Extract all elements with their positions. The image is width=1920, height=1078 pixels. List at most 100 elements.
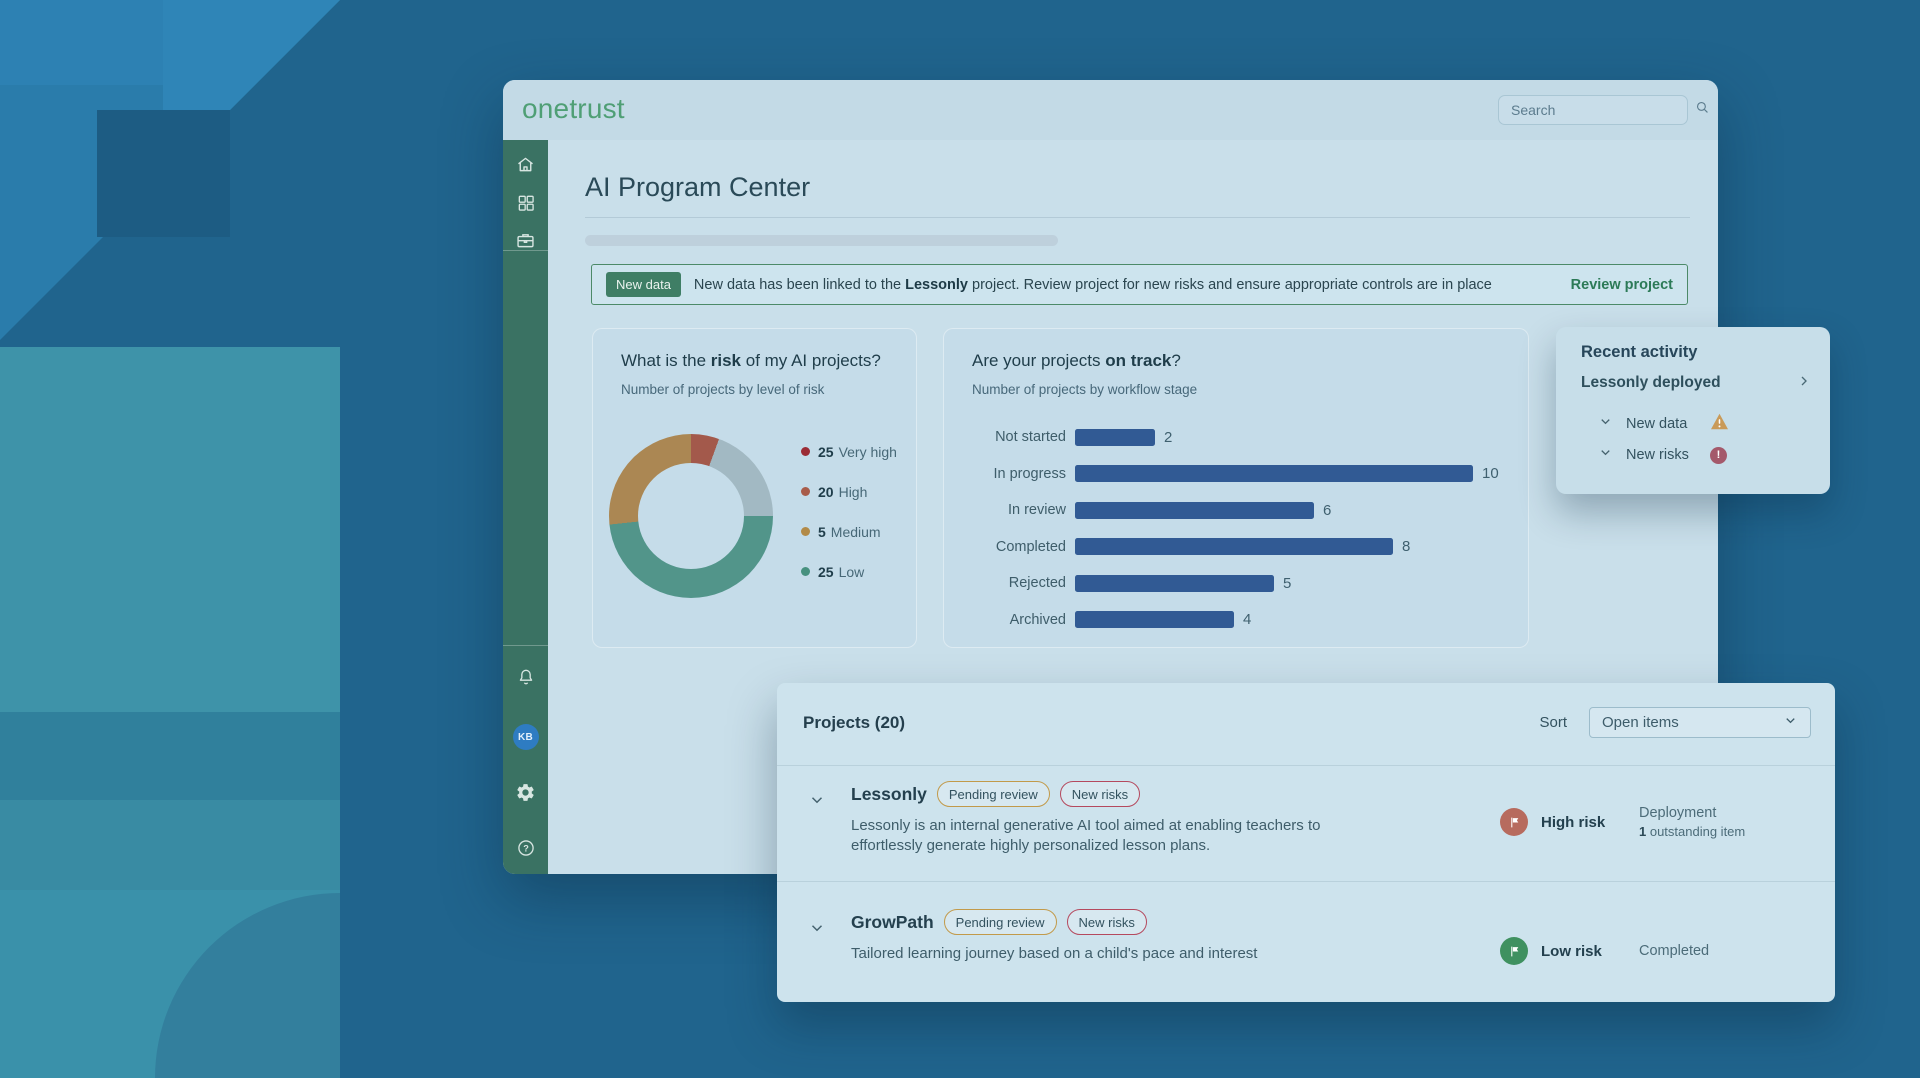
projects-title: Projects (20): [803, 713, 906, 732]
bar-label: In progress: [993, 465, 1066, 482]
project-risk-summary: Low risk Completed: [1500, 937, 1709, 965]
avatar: KB: [512, 724, 539, 750]
sidebar-divider: [503, 645, 548, 646]
chevron-down-icon[interactable]: [1598, 414, 1613, 434]
activity-label: New risks: [1626, 447, 1689, 463]
activity-row-new-risks[interactable]: New risks !: [1598, 445, 1727, 465]
sidebar-divider: [503, 250, 548, 251]
risk-level-label: Low risk: [1541, 942, 1602, 960]
sidebar-nav: KB ?: [503, 140, 548, 874]
status-stage: Completed: [1639, 943, 1710, 959]
sort-value: Open items: [1602, 714, 1679, 731]
status-badge: Pending review: [936, 781, 1050, 807]
bell-icon: [516, 667, 536, 692]
risk-chart-card: What is the risk of my AI projects? Numb…: [592, 328, 917, 648]
gear-icon: [515, 782, 536, 808]
legend-item: 5 Medium: [801, 521, 897, 542]
project-name: GrowPath: [851, 911, 934, 932]
sort-dropdown[interactable]: Open items: [1589, 707, 1811, 738]
bar-row: Rejected 5: [944, 565, 1528, 602]
briefcase-icon: [515, 230, 536, 256]
workflow-bar: [1075, 574, 1274, 592]
banner-message: New data has been linked to the Lessonly…: [693, 276, 1492, 293]
legend-item: 25 Very high: [801, 441, 897, 462]
app-header: onetrust: [503, 80, 1718, 140]
sidebar-item-apps[interactable]: [503, 188, 548, 222]
workflow-bar: [1075, 611, 1234, 629]
bar-row: Not started 2: [944, 419, 1528, 456]
recent-activity-event: Lessonly deployed: [1581, 374, 1721, 391]
bar-value: 6: [1323, 501, 1332, 519]
bg-shape-rect: [0, 0, 163, 85]
page-title: AI Program Center: [585, 172, 811, 202]
legend-dot: [801, 447, 810, 456]
legend-dot: [801, 567, 810, 576]
chevron-right-icon[interactable]: [1796, 373, 1812, 394]
risk-donut: [609, 434, 773, 598]
chevron-down-icon[interactable]: [808, 791, 826, 814]
projects-card: Projects (20) Sort Open items Lessonly P…: [777, 683, 1835, 1002]
legend-item: 20 High: [801, 481, 897, 502]
risk-card-title: What is the risk of my AI projects?: [621, 351, 881, 370]
help-icon: ?: [516, 838, 536, 863]
flag-icon: [1500, 808, 1528, 836]
loading-placeholder-bar: [585, 235, 1058, 246]
sort-label: Sort: [1539, 714, 1567, 731]
bar-value: 10: [1482, 465, 1499, 483]
status-badge: New risks: [1066, 909, 1147, 935]
bg-shape-band: [0, 800, 340, 890]
risk-level-label: High risk: [1541, 813, 1606, 831]
workflow-bar: [1075, 428, 1155, 446]
search-input[interactable]: [1509, 101, 1694, 119]
legend-dot: [801, 487, 810, 496]
chevron-down-icon[interactable]: [1598, 445, 1613, 465]
sidebar-item-home[interactable]: [503, 150, 548, 184]
risk-legend: 25 Very high 20 High 5 Medium 25 Low: [801, 441, 897, 601]
search-box[interactable]: [1498, 95, 1708, 125]
project-status: Deployment 1 outstanding item: [1639, 805, 1745, 839]
sidebar-item-notifications[interactable]: [503, 662, 548, 696]
sidebar-item-projects[interactable]: [503, 226, 548, 260]
legend-dot: [801, 527, 810, 536]
risk-card-subtitle: Number of projects by level of risk: [621, 382, 825, 397]
notification-banner: New data New data has been linked to the…: [591, 264, 1688, 305]
chevron-down-icon: [1783, 713, 1798, 732]
bg-shape-band: [0, 712, 340, 800]
divider: [585, 217, 1690, 218]
home-icon: [515, 154, 536, 180]
chevron-down-icon[interactable]: [808, 919, 826, 942]
projects-header: Projects (20) Sort Open items: [777, 683, 1835, 766]
recent-activity-title: Recent activity: [1581, 343, 1698, 361]
flag-icon: [1500, 937, 1528, 965]
warning-triangle-icon: [1710, 413, 1729, 435]
bar-value: 5: [1283, 574, 1292, 592]
sidebar-item-help[interactable]: ?: [503, 833, 548, 867]
workflow-chart-card: Are your projects on track? Number of pr…: [943, 328, 1529, 648]
sidebar-item-settings[interactable]: [503, 778, 548, 812]
sidebar-item-account[interactable]: KB: [503, 720, 548, 754]
project-row-growpath: GrowPath Pending review New risks Tailor…: [777, 881, 1835, 1003]
recent-activity-card: Recent activity Lessonly deployed New da…: [1556, 327, 1830, 494]
status-badge: New risks: [1059, 781, 1141, 807]
review-project-link[interactable]: Review project: [1570, 276, 1673, 293]
bar-value: 4: [1243, 611, 1252, 629]
svg-text:?: ?: [523, 843, 529, 853]
workflow-bars: Not started 2 In progress 10 In review 6 Co…: [944, 419, 1528, 638]
workflow-card-title: Are your projects on track?: [972, 351, 1181, 370]
activity-row-new-data[interactable]: New data: [1598, 413, 1729, 435]
bar-label: Not started: [995, 429, 1066, 446]
new-data-badge: New data: [606, 272, 681, 297]
status-badge: Pending review: [943, 909, 1057, 935]
project-status: Completed: [1639, 943, 1709, 959]
apps-grid-icon: [516, 193, 536, 218]
bar-row: In review 6: [944, 492, 1528, 529]
onetrust-logo: onetrust: [522, 93, 625, 124]
workflow-card-subtitle: Number of projects by workflow stage: [972, 382, 1198, 397]
project-description: Lessonly is an internal generative AI to…: [851, 817, 1321, 855]
bar-row: Archived 4: [944, 602, 1528, 639]
legend-item: 25 Low: [801, 561, 897, 582]
project-name: Lessonly: [851, 783, 927, 804]
project-row-lessonly: Lessonly Pending review New risks Lesson…: [777, 765, 1835, 881]
bg-shape-square: [97, 110, 230, 237]
